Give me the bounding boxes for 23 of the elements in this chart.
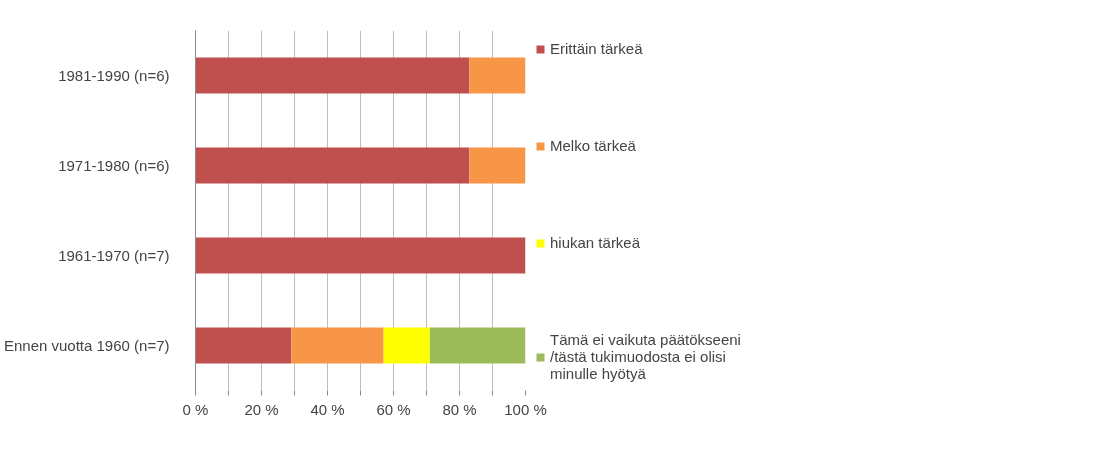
y-tick-label: Ennen vuotta 1960 (n=7) xyxy=(3,337,170,354)
x-tick-label: 40 % xyxy=(310,400,345,418)
legend-label: Erittäin tärkeä xyxy=(550,40,643,57)
bar xyxy=(291,327,384,364)
x-tick-label: 100 % xyxy=(504,400,547,418)
bar xyxy=(195,237,526,274)
legend-label: Tämä ei vaikuta päätökseeni /tästä tukimuodosta ei olisi minulle hyötyä xyxy=(550,331,741,382)
bar xyxy=(195,57,470,94)
legend-label: Melko tärkeä xyxy=(550,137,636,154)
y-tick-label: 1961-1970 (n=7) xyxy=(58,247,170,264)
bar xyxy=(429,327,526,364)
legend-label: hiukan tärkeä xyxy=(550,234,641,251)
x-tick-label: 0 % xyxy=(182,400,209,418)
bar xyxy=(469,57,526,94)
y-tick-label: 1981-1990 (n=6) xyxy=(58,67,170,84)
x-tick-label: 80 % xyxy=(442,400,477,418)
x-tick-label: 60 % xyxy=(376,400,411,418)
bar xyxy=(469,147,526,184)
x-tick-label: 20 % xyxy=(244,400,279,418)
bar xyxy=(195,327,292,364)
bar xyxy=(383,327,430,364)
y-tick-label: 1971-1980 (n=6) xyxy=(58,157,170,174)
bar xyxy=(195,147,470,184)
